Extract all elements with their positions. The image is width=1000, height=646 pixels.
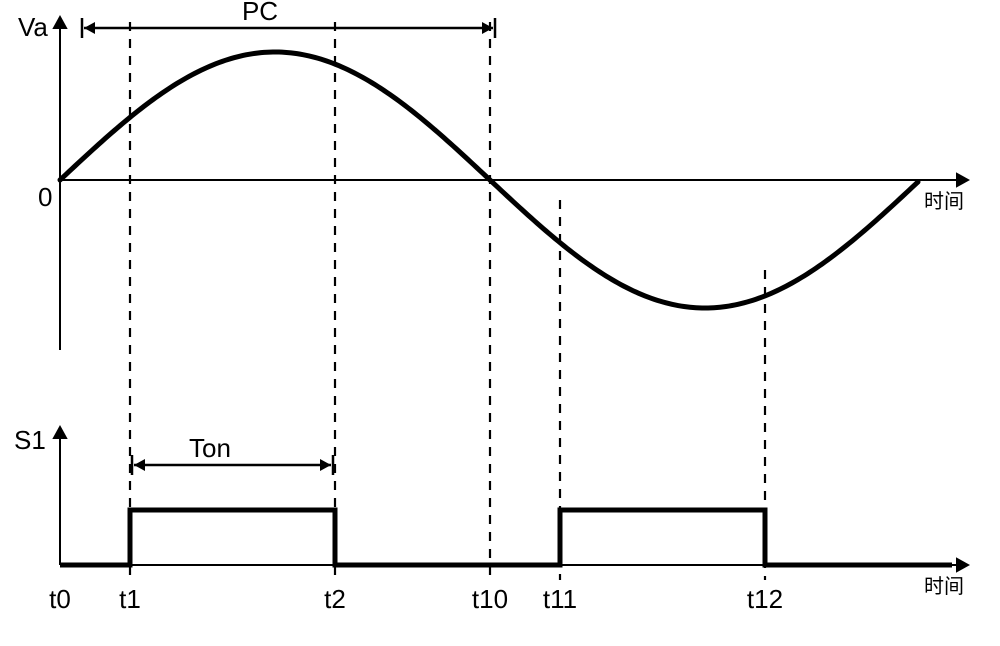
time-label-t11: t11 [543,584,577,614]
ton-label: Ton [189,433,231,463]
top-x-axis-label: 时间 [924,190,964,213]
time-labels: t0 t1 t2 t10 t11 t12 [49,584,783,614]
time-label-t0: t0 [49,584,71,614]
time-label-t10: t10 [472,584,508,614]
time-label-t1: t1 [119,584,141,614]
top-origin-label: 0 [38,182,52,212]
top-y-axis-label: Va [18,12,48,42]
top-chart: Va 0 时间 PC [18,0,970,350]
bottom-y-axis-label: S1 [14,425,46,455]
time-label-t2: t2 [324,584,346,614]
guides [130,22,765,580]
time-label-t12: t12 [747,584,783,614]
bottom-x-axis-label: 时间 [924,575,964,598]
pc-label: PC [242,0,278,26]
bottom-chart: S1 时间 Ton [14,425,970,598]
pulse-trace [60,510,952,565]
